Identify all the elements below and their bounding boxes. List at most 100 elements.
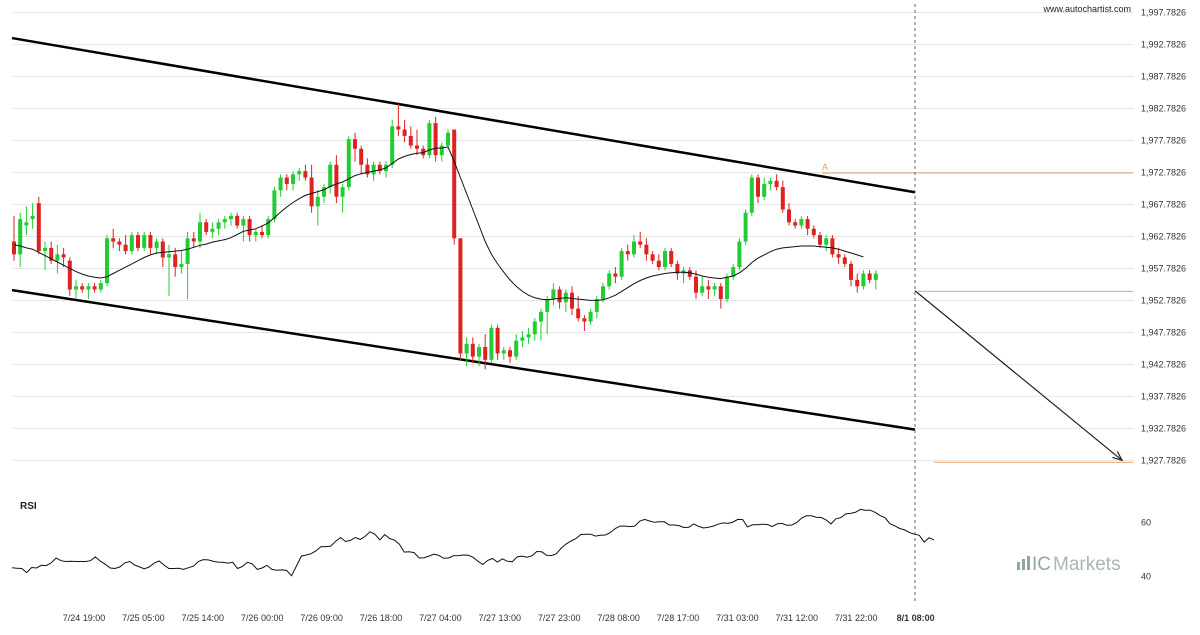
candle-body: [105, 238, 109, 284]
candle-body: [284, 177, 289, 184]
candle-body: [873, 273, 878, 280]
candle-body: [526, 334, 531, 338]
time-axis: 7/24 19:00 7/25 05:00 7/25 14:00 7/26 00:00…: [63, 613, 935, 623]
price-tick-label: 1,942.7826: [1141, 359, 1186, 369]
candle-body: [30, 215, 35, 220]
candle-body: [36, 203, 41, 252]
forecast-arrowhead: [1112, 451, 1124, 462]
time-tick-label-current: 8/1 08:00: [897, 613, 935, 623]
candle-body: [74, 286, 78, 290]
candle-body: [185, 238, 190, 264]
candle-body: [842, 257, 847, 264]
candle-body: [694, 276, 698, 293]
candle-body: [24, 222, 29, 226]
price-axis: 1,997.7826 1,992.7826 1,987.7826 1,982.7826…: [1141, 8, 1186, 466]
candle-body: [179, 263, 184, 268]
candle-body: [700, 286, 705, 293]
candle-body: [315, 196, 320, 207]
candle-body: [129, 235, 134, 252]
candle-body: [830, 238, 835, 255]
price-tick-label: 1,947.7826: [1141, 327, 1186, 337]
candle-body: [253, 231, 258, 236]
candle-body: [371, 164, 376, 175]
candle-body: [551, 289, 556, 300]
candle-body: [588, 311, 593, 322]
candle-body: [111, 238, 116, 242]
candle-body: [731, 267, 736, 277]
candle-body: [811, 228, 816, 236]
price-tick-label: 1,972.7826: [1141, 168, 1186, 178]
forecast: [914, 290, 1124, 462]
time-tick-label: 7/24 19:00: [63, 613, 106, 623]
price-tick-label: 1,982.7826: [1141, 104, 1186, 114]
time-tick-label: 7/25 05:00: [122, 613, 165, 623]
candle-body: [849, 263, 853, 280]
candle-body: [539, 311, 543, 322]
candle-body: [799, 219, 804, 226]
candle-body: [780, 187, 785, 210]
candle-body: [408, 135, 413, 146]
candle-body: [222, 219, 227, 223]
candle-body: [123, 244, 128, 252]
candle-body: [322, 187, 326, 197]
candle-body: [818, 235, 822, 245]
candle-body: [514, 340, 519, 357]
candle-body: [861, 273, 866, 287]
candle-body: [210, 228, 215, 232]
rsi-tick-label: 60: [1141, 517, 1151, 527]
candle-body: [483, 347, 488, 360]
candle-body: [402, 129, 407, 136]
price-tick-label: 1,967.7826: [1141, 200, 1186, 210]
candle-body: [725, 276, 729, 300]
candle-body: [644, 244, 649, 255]
candle-body: [675, 263, 680, 274]
candle-body: [824, 238, 829, 245]
candle-body: [235, 215, 240, 226]
candle-body: [836, 254, 841, 258]
candle-body: [421, 148, 426, 156]
point-a-label: A: [822, 162, 828, 172]
forecast-line: [914, 290, 1123, 461]
moving-average: [13, 146, 864, 301]
candle-body: [532, 321, 537, 335]
candle-body: [142, 235, 147, 248]
candlesticks: [12, 103, 878, 370]
price-tick-label: 1,952.7826: [1141, 295, 1186, 305]
candle-body: [173, 254, 178, 268]
time-tick-label: 7/27 04:00: [419, 613, 462, 623]
price-tick-label: 1,957.7826: [1141, 263, 1186, 273]
candle-body: [154, 241, 159, 248]
candle-body: [43, 247, 47, 252]
time-tick-label: 7/28 08:00: [597, 613, 640, 623]
candle-body: [464, 343, 469, 354]
candle-body: [427, 123, 432, 156]
time-tick-label: 7/27 13:00: [479, 613, 522, 623]
candle-body: [377, 164, 382, 172]
candle-body: [495, 327, 500, 354]
price-tick-label: 1,927.7826: [1141, 455, 1186, 465]
candle-body: [508, 350, 512, 357]
time-tick-label: 7/28 17:00: [657, 613, 700, 623]
time-tick-label: 7/26 09:00: [300, 613, 343, 623]
candle-body: [576, 308, 581, 319]
candle-body: [55, 254, 60, 261]
price-tick-label: 1,937.7826: [1141, 391, 1186, 401]
candle-body: [12, 241, 16, 255]
rsi-tick-label: 40: [1141, 571, 1151, 581]
price-tick-label: 1,977.7826: [1141, 136, 1186, 146]
time-tick-label: 7/31 22:00: [835, 613, 878, 623]
candle-body: [489, 327, 494, 360]
candle-body: [656, 260, 661, 268]
candle-body: [867, 273, 872, 280]
candle-body: [743, 212, 748, 242]
candle-body: [67, 260, 72, 290]
candle-body: [663, 251, 667, 268]
candle-body: [204, 222, 209, 232]
moving-average-line: [13, 146, 864, 301]
candle-body: [167, 254, 171, 258]
candle-body: [607, 273, 612, 287]
candle-body: [117, 241, 122, 245]
candle-body: [520, 337, 525, 341]
candle-body: [191, 238, 196, 242]
